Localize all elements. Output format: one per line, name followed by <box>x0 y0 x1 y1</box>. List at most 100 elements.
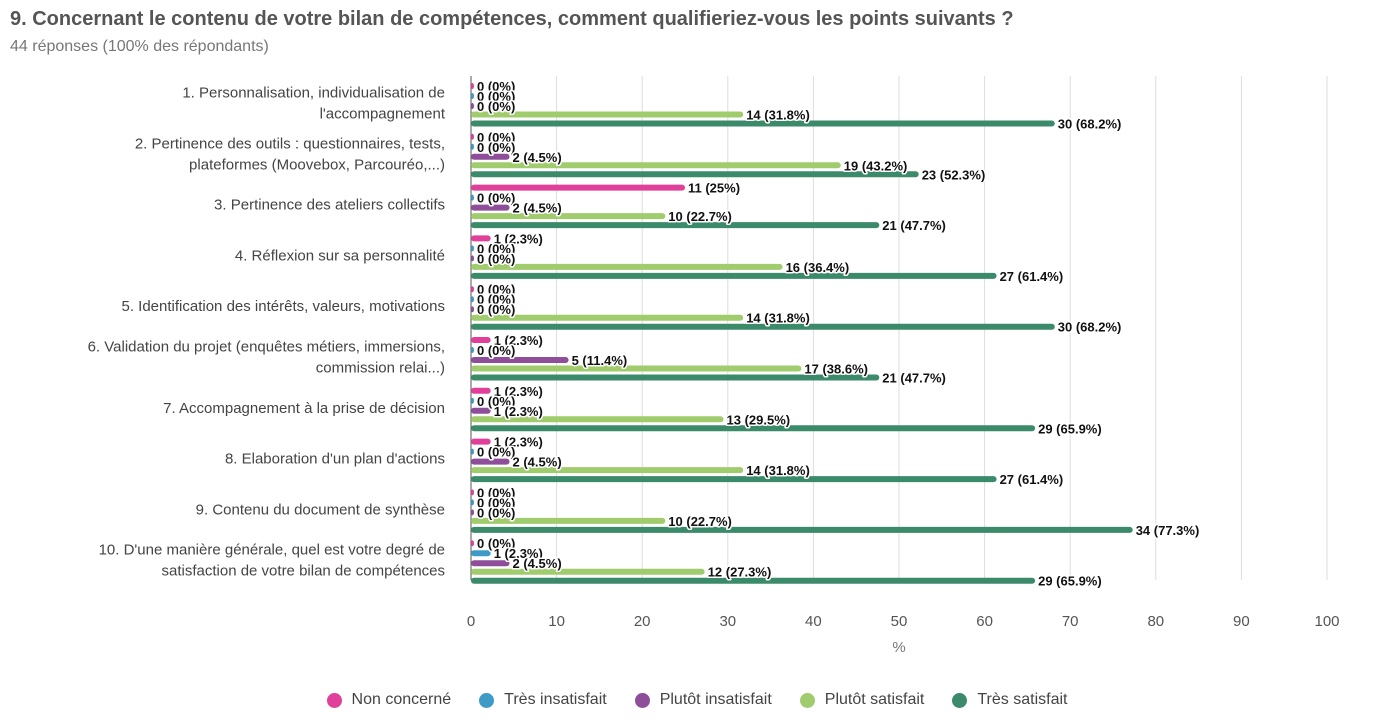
data-label: 30 (68.2%) <box>1058 320 1122 335</box>
bar <box>471 184 685 191</box>
x-tick-label: 90 <box>1233 613 1250 630</box>
chart-grid <box>470 76 1328 580</box>
legend-swatch <box>952 692 968 708</box>
chart-bars <box>471 83 1133 584</box>
data-label: 2 (4.5%) <box>513 556 562 571</box>
bar <box>471 499 474 506</box>
legend-swatch <box>799 692 815 708</box>
legend-label: Très satisfait <box>977 691 1068 708</box>
bar <box>471 467 744 474</box>
data-label: 0 (0%) <box>477 79 515 94</box>
data-label: 13 (29.5%) <box>727 412 791 427</box>
data-label: 0 (0%) <box>477 445 515 460</box>
bar <box>471 577 1036 584</box>
data-label: 29 (65.9%) <box>1038 421 1102 436</box>
x-tick-label: 10 <box>548 613 565 630</box>
data-label: 1 (2.3%) <box>494 546 543 561</box>
bar <box>471 425 1036 432</box>
bar <box>471 397 474 404</box>
bar <box>471 517 666 524</box>
data-label: 0 (0%) <box>477 505 515 520</box>
bar <box>471 171 919 178</box>
bar <box>471 306 474 313</box>
bar <box>471 365 802 372</box>
bar <box>471 540 474 547</box>
data-label: 14 (31.8%) <box>746 311 810 326</box>
bar <box>471 235 491 242</box>
data-label: 0 (0%) <box>477 536 515 551</box>
bar <box>471 83 474 89</box>
bar <box>471 509 474 516</box>
data-label: 21 (47.7%) <box>882 371 946 386</box>
legend-label: Très insatisfait <box>504 691 607 708</box>
chart-title: 9. Concernant le contenu de votre bilan … <box>10 8 1014 30</box>
bar <box>471 120 1055 127</box>
bar <box>471 103 474 109</box>
data-label: 0 (0%) <box>477 130 515 145</box>
chart-category-labels: 1. Personnalisation, individualisation d… <box>88 85 446 580</box>
bar <box>471 93 474 99</box>
data-label: 0 (0%) <box>477 495 515 510</box>
data-label: 2 (4.5%) <box>513 150 562 165</box>
chart-legend: Non concerné Très insatisfait Plutôt insat… <box>0 688 1394 712</box>
data-label: 30 (68.2%) <box>1058 117 1122 132</box>
data-label: 0 (0%) <box>477 99 515 114</box>
category-label: 7. Accompagnement à la prise de décision <box>163 400 445 417</box>
x-tick-label: 100 <box>1314 613 1339 630</box>
data-label: 0 (0%) <box>477 302 515 317</box>
data-label: 1 (2.3%) <box>494 404 543 419</box>
legend-item[interactable]: Plutôt insatisfait <box>634 691 772 709</box>
x-tick-label: 50 <box>891 613 908 630</box>
bar <box>471 213 666 220</box>
bar <box>471 550 491 557</box>
bar <box>471 153 510 160</box>
bar <box>471 296 474 303</box>
data-label: 0 (0%) <box>477 191 515 206</box>
bar <box>471 194 474 201</box>
bar-chart: 0 (0%)0 (0%)0 (0%)14 (31.8%)30 (68.2%)0 … <box>88 76 1340 656</box>
data-label: 17 (38.6%) <box>804 362 868 377</box>
data-label: 27 (61.4%) <box>1000 269 1064 284</box>
category-label: 4. Réflexion sur sa personnalité <box>235 247 445 264</box>
data-label: 29 (65.9%) <box>1038 574 1102 589</box>
data-label: 23 (52.3%) <box>922 167 986 182</box>
data-label: 0 (0%) <box>477 89 515 104</box>
data-label: 1 (2.3%) <box>494 231 543 246</box>
data-label: 1 (2.3%) <box>494 384 543 399</box>
bar <box>471 255 474 262</box>
bar <box>471 245 474 252</box>
bar <box>471 476 997 483</box>
category-label: 5. Identification des intérêts, valeurs,… <box>122 298 446 315</box>
bar <box>471 111 744 118</box>
data-label: 2 (4.5%) <box>513 201 562 216</box>
x-axis-label: % <box>892 639 905 656</box>
bar <box>471 416 724 423</box>
category-label: 1. Personnalisation, individualisation d… <box>182 85 446 123</box>
bar <box>471 347 474 353</box>
bar <box>471 568 705 575</box>
data-label: 21 (47.7%) <box>882 218 946 233</box>
bar <box>471 387 491 394</box>
legend-item[interactable]: Plutôt satisfait <box>799 691 924 709</box>
data-label: 0 (0%) <box>477 140 515 155</box>
legend-item[interactable]: Très insatisfait <box>479 691 607 709</box>
bar <box>471 489 474 496</box>
bar <box>471 143 474 150</box>
bar <box>471 272 997 279</box>
bar <box>471 357 569 363</box>
x-tick-label: 0 <box>467 613 475 630</box>
category-label: 3. Pertinence des ateliers collectifs <box>214 197 445 214</box>
bar <box>471 526 1133 533</box>
data-label: 0 (0%) <box>477 343 515 358</box>
data-label: 0 (0%) <box>477 282 515 297</box>
data-label: 19 (43.2%) <box>844 158 908 173</box>
legend-item[interactable]: Non concerné <box>326 691 451 709</box>
bar <box>471 438 491 445</box>
legend-item[interactable]: Très satisfait <box>952 691 1067 709</box>
data-label: 2 (4.5%) <box>513 455 562 470</box>
data-label: 10 (22.7%) <box>668 209 732 224</box>
bar <box>471 204 510 211</box>
bar <box>471 286 474 293</box>
data-label: 0 (0%) <box>477 485 515 500</box>
bar <box>471 162 841 169</box>
